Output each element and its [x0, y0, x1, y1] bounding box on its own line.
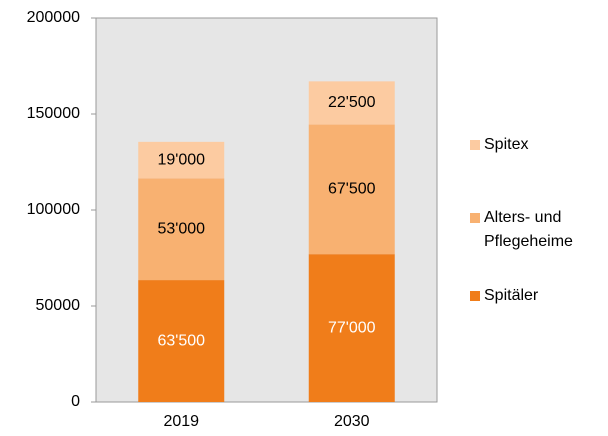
legend-item: Spitäler — [470, 284, 595, 308]
value-label: 19'000 — [157, 151, 205, 168]
y-tick-label: 150000 — [27, 105, 80, 122]
y-tick-label: 0 — [71, 393, 80, 410]
bar-segment — [308, 124, 395, 255]
legend-swatch — [470, 291, 480, 301]
y-tick-label: 100000 — [27, 201, 80, 218]
bar-segment — [308, 254, 395, 402]
x-tick-label: 2019 — [163, 413, 199, 430]
value-label: 67'500 — [328, 181, 376, 198]
legend-label: Alters- und Pflegeheime — [484, 209, 573, 250]
legend-item: Spitex — [470, 133, 595, 157]
value-label: 53'000 — [157, 220, 205, 237]
legend-label: Spitäler — [484, 287, 539, 304]
bar-segment — [138, 141, 225, 179]
legend-swatch — [470, 140, 480, 150]
value-label: 77'000 — [328, 319, 376, 336]
x-tick-label: 2030 — [334, 413, 370, 430]
y-tick-label: 200000 — [27, 9, 80, 26]
y-tick-label: 50000 — [36, 297, 81, 314]
bar-segment — [138, 280, 225, 402]
value-label: 63'500 — [157, 332, 205, 349]
value-label: 22'500 — [328, 94, 376, 111]
legend-swatch — [470, 213, 480, 223]
bar-segment — [308, 81, 395, 125]
bar-segment — [138, 178, 225, 281]
legend-item: Alters- und Pflegeheime — [470, 206, 595, 254]
legend-label: Spitex — [484, 136, 529, 153]
